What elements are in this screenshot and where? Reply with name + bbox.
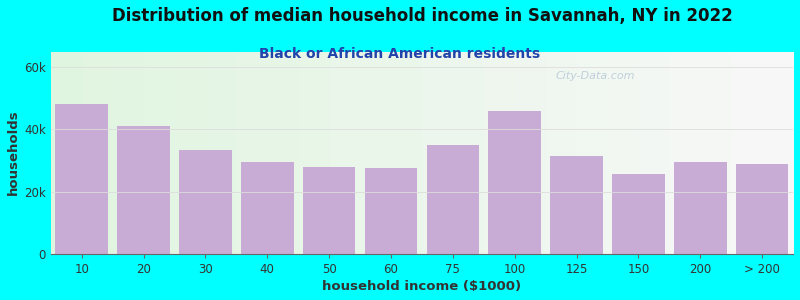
- Text: City-Data.com: City-Data.com: [555, 71, 635, 81]
- Bar: [674, 162, 726, 254]
- Bar: [118, 126, 170, 254]
- Text: Black or African American residents: Black or African American residents: [259, 46, 541, 61]
- Bar: [303, 167, 355, 254]
- Bar: [736, 164, 789, 254]
- Bar: [612, 175, 665, 254]
- Bar: [179, 150, 232, 254]
- Bar: [488, 111, 541, 254]
- Bar: [55, 104, 108, 254]
- Bar: [426, 145, 479, 254]
- Bar: [365, 168, 418, 254]
- Bar: [550, 156, 603, 254]
- Title: Distribution of median household income in Savannah, NY in 2022: Distribution of median household income …: [111, 7, 732, 25]
- X-axis label: household income ($1000): household income ($1000): [322, 280, 522, 293]
- Y-axis label: households: households: [7, 110, 20, 196]
- Bar: [241, 162, 294, 254]
